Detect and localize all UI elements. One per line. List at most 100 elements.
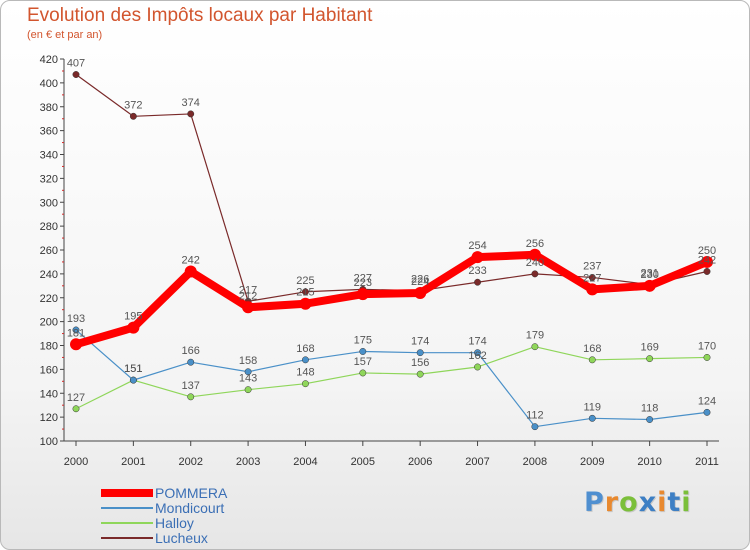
legend-swatch-pommera: [101, 489, 153, 497]
data-point-mondicourt: [416, 349, 424, 357]
data-label-lucheux: 372: [124, 99, 142, 111]
proxiti-logo: Proxiti: [584, 487, 692, 518]
data-label-pommera: 256: [526, 238, 544, 250]
data-label-lucheux: 231: [640, 268, 658, 280]
y-tick-label: 120: [40, 412, 58, 424]
legend-label-pommera: POMMERA: [155, 485, 228, 501]
data-label-mondicourt: 168: [296, 343, 314, 355]
data-label-pommera: 212: [239, 290, 257, 302]
data-point-halloy: [703, 353, 711, 361]
data-label-pommera: 254: [468, 240, 486, 252]
data-label-lucheux: 242: [698, 254, 716, 266]
y-tick-label: 320: [40, 173, 58, 185]
y-tick-label: 340: [40, 150, 58, 162]
data-label-mondicourt: 112: [526, 410, 544, 422]
x-tick-label: 2011: [695, 456, 719, 468]
data-label-mondicourt: 166: [182, 345, 200, 357]
data-label-lucheux: 237: [583, 260, 601, 272]
y-tick-label: 360: [40, 126, 58, 138]
chart-title: Evolution des Impôts locaux par Habitant: [27, 5, 373, 26]
x-tick-label: 2010: [637, 456, 661, 468]
data-point-lucheux: [129, 112, 137, 120]
data-point-mondicourt: [588, 414, 596, 422]
legend-item-pommera: POMMERA: [101, 486, 301, 501]
legend-label-halloy: Halloy: [155, 515, 194, 531]
series-layer: [70, 71, 713, 431]
x-tick-label: 2005: [351, 456, 375, 468]
data-label-mondicourt: 124: [698, 395, 716, 407]
data-point-lucheux: [72, 71, 80, 78]
data-point-lucheux: [531, 270, 539, 278]
y-tick-label: 200: [40, 317, 58, 329]
data-point-lucheux: [302, 288, 309, 296]
data-point-pommera: [299, 297, 312, 310]
data-label-halloy: 157: [354, 356, 372, 368]
legend: POMMERA Mondicourt Halloy Lucheux: [101, 486, 301, 546]
legend-swatch-halloy: [101, 522, 153, 524]
x-tick-label: 2002: [178, 456, 202, 468]
data-label-mondicourt: 118: [641, 403, 659, 415]
y-tick-label: 140: [40, 388, 58, 400]
y-tick-label: 220: [40, 293, 58, 305]
legend-item-halloy: Halloy: [101, 516, 301, 531]
data-point-mondicourt: [703, 408, 711, 416]
data-point-lucheux: [703, 268, 711, 275]
data-label-halloy: 148: [296, 367, 314, 379]
data-label-halloy: 156: [411, 357, 429, 369]
data-label-pommera: 195: [124, 311, 142, 323]
legend-item-mondicourt: Mondicourt: [101, 501, 301, 516]
data-point-mondicourt: [302, 356, 309, 364]
series-line-mondicourt: [75, 329, 708, 428]
x-axis-ticks: 2000 2001 2002 2003 2004 2005 2006 2007 2008 2009…: [64, 441, 719, 468]
y-tick-label: 300: [40, 197, 58, 209]
data-point-pommera: [70, 338, 82, 351]
data-label-halloy: 168: [583, 343, 601, 355]
y-axis-ticks: 100 120 140 160 180 200 220 240 260 280 300 320 340 3…: [40, 54, 64, 448]
data-point-halloy: [474, 363, 481, 371]
data-point-pommera: [127, 321, 140, 334]
data-labels: 407 372 374 217 225 227 226 233 240 237 231 242 127 1…: [67, 58, 716, 422]
data-point-pommera: [701, 255, 713, 268]
brand-letter: P: [584, 487, 605, 518]
x-tick-label: 2009: [580, 456, 604, 468]
data-point-halloy: [531, 343, 539, 351]
data-point-lucheux: [588, 274, 596, 281]
y-tick-label: 420: [40, 54, 58, 66]
data-label-lucheux: 407: [67, 58, 85, 70]
data-point-halloy: [588, 356, 596, 364]
data-point-halloy: [187, 393, 195, 401]
data-label-lucheux: 225: [296, 275, 314, 287]
chart-subtitle: (en € et par an): [27, 29, 103, 41]
legend-swatch-lucheux: [101, 537, 153, 539]
data-point-mondicourt: [474, 349, 481, 357]
data-label-mondicourt: 174: [411, 336, 429, 348]
data-label-pommera: 224: [411, 276, 429, 288]
data-point-pommera: [356, 288, 369, 301]
x-tick-label: 2006: [408, 456, 432, 468]
data-point-mondicourt: [646, 416, 654, 423]
x-tick-label: 2004: [293, 456, 317, 468]
series-line-pommera: [72, 250, 711, 349]
data-label-lucheux: 227: [354, 272, 372, 284]
data-label-halloy: 170: [698, 340, 716, 352]
brand-letter: o: [619, 487, 639, 518]
data-label-pommera: 223: [354, 277, 372, 289]
data-point-lucheux: [474, 278, 481, 286]
data-point-pommera: [414, 286, 427, 299]
x-tick-label: 2008: [523, 456, 547, 468]
brand-letter: i: [657, 487, 668, 518]
data-label-pommera: 181: [67, 327, 85, 339]
data-label-mondicourt: 151: [124, 363, 142, 375]
data-label-pommera: 242: [182, 254, 200, 266]
data-label-lucheux: 240: [526, 257, 544, 269]
data-label-halloy: 179: [526, 330, 544, 342]
x-tick-label: 2000: [64, 456, 88, 468]
data-point-mondicourt: [129, 376, 137, 384]
series-line-lucheux: [75, 73, 708, 302]
data-label-halloy: 137: [182, 380, 200, 392]
data-label-mondicourt: 175: [354, 334, 372, 346]
data-label-halloy: 151: [124, 363, 142, 375]
data-label-lucheux: 233: [468, 265, 486, 277]
data-point-mondicourt: [72, 326, 80, 334]
